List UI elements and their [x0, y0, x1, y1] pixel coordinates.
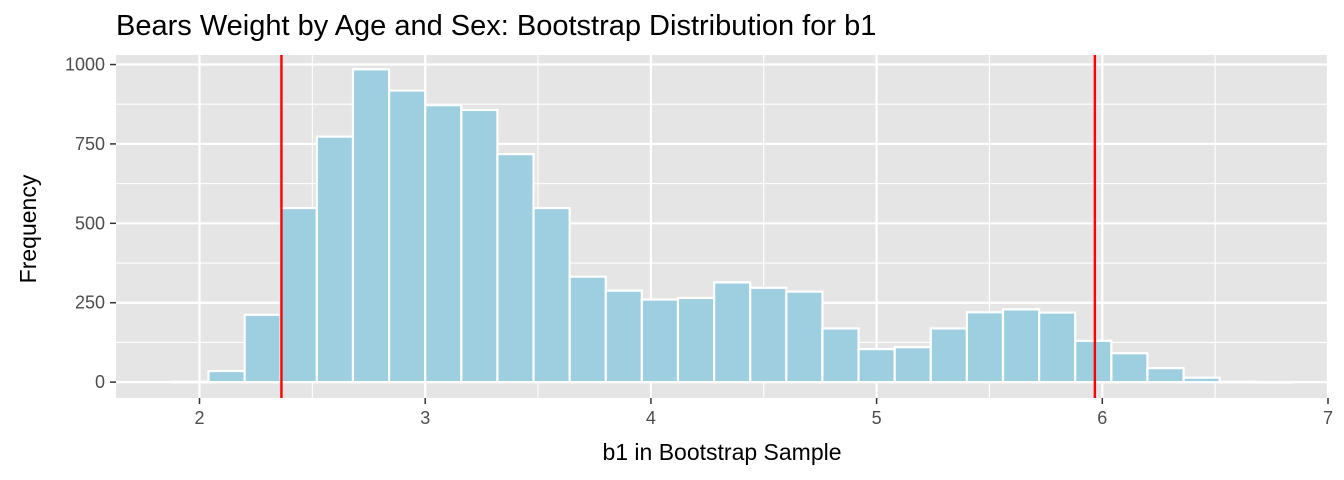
histogram-bar — [1001, 308, 1041, 384]
histogram-bar — [893, 346, 932, 384]
x-axis-title: b1 in Bootstrap Sample — [602, 439, 841, 465]
histogram-bar — [640, 298, 680, 384]
y-tick-label: 1000 — [65, 55, 105, 75]
histogram-bar — [1146, 367, 1185, 384]
y-axis: 0 250 500 750 1000 — [65, 55, 116, 392]
histogram-bar — [532, 206, 571, 384]
histogram-bar — [243, 313, 282, 384]
histogram-bar — [785, 290, 824, 384]
histogram-bar — [207, 369, 246, 384]
histogram-bar — [1038, 311, 1077, 384]
x-tick-label: 7 — [1323, 408, 1333, 428]
histogram-bar — [1110, 352, 1149, 384]
histogram-bar — [1254, 381, 1293, 384]
histogram-bar — [1218, 380, 1257, 384]
histogram-bar — [857, 347, 896, 384]
histogram-bar — [1182, 376, 1221, 384]
histogram-bar — [604, 289, 643, 384]
y-tick-label: 500 — [75, 213, 105, 233]
histogram-bar — [315, 135, 355, 384]
y-tick-label: 0 — [95, 372, 105, 392]
histogram-bar — [929, 327, 968, 384]
x-tick-label: 3 — [420, 408, 430, 428]
histogram-bar — [460, 108, 499, 384]
histogram-bar — [568, 275, 607, 384]
histogram-bar — [387, 89, 427, 384]
histogram-bar — [713, 281, 752, 384]
y-tick-label: 250 — [75, 293, 105, 313]
x-tick-label: 6 — [1097, 408, 1107, 428]
histogram-bar — [676, 296, 716, 384]
x-tick-label: 5 — [872, 408, 882, 428]
histogram-bar — [171, 380, 210, 384]
histogram-bar — [424, 104, 463, 384]
histogram-bar — [965, 311, 1005, 384]
x-tick-label: 4 — [646, 408, 656, 428]
histogram-bar — [279, 206, 318, 384]
histogram-bar — [496, 152, 535, 384]
x-tick-label: 2 — [195, 408, 205, 428]
y-axis-title: Frequency — [15, 174, 41, 283]
histogram-bar — [821, 327, 860, 384]
histogram-bar — [351, 68, 391, 384]
histogram-bars — [171, 68, 1293, 384]
histogram-bar — [749, 286, 788, 384]
y-tick-label: 750 — [75, 134, 105, 154]
reference-lines — [280, 55, 1097, 398]
x-axis: 2 3 4 5 6 7 — [195, 398, 1333, 428]
chart-title: Bears Weight by Age and Sex: Bootstrap D… — [116, 10, 877, 42]
histogram-bar — [1074, 339, 1113, 384]
